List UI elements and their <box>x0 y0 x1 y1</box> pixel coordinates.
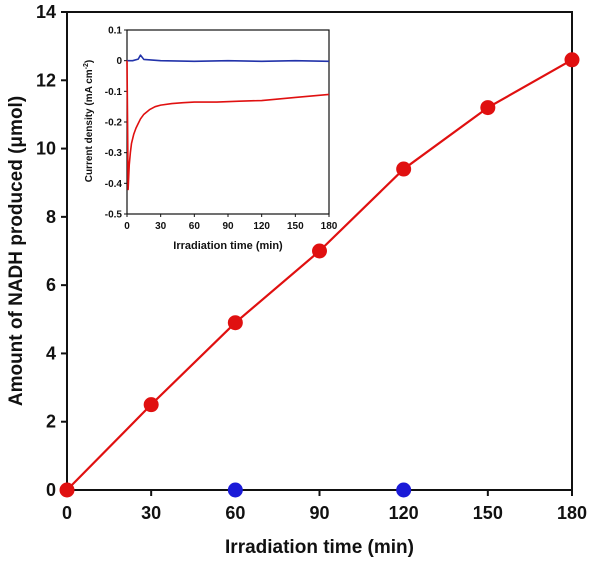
series-0-point <box>59 482 75 498</box>
series-1-point <box>396 482 412 498</box>
main-y-axis-label: Amount of NADH produced (μmol) <box>6 96 27 406</box>
main-x-axis-label: Irradiation time (min) <box>225 537 414 558</box>
x-tick-label: 60 <box>189 221 201 232</box>
main-x-ticks: 0 30 60 90 120 150 180 <box>62 490 587 523</box>
inset-y-label-exponent: -2 <box>83 63 90 69</box>
series-0-point <box>480 100 496 116</box>
inset-background <box>127 30 329 214</box>
inset-y-label-close: ) <box>84 60 95 63</box>
y-tick-label: -0.3 <box>105 148 123 159</box>
series-0-point <box>312 243 327 259</box>
series-0-line <box>127 54 330 63</box>
x-tick-label: 0 <box>62 503 72 523</box>
y-tick-label: 4 <box>46 343 56 363</box>
x-tick-label: 90 <box>222 221 234 232</box>
y-tick-label: 12 <box>36 70 56 90</box>
inset-series <box>126 54 330 191</box>
y-tick-label: -0.2 <box>105 118 123 129</box>
series-1-line <box>126 60 330 191</box>
y-tick-label: 10 <box>36 139 56 159</box>
y-tick-label: 0.1 <box>108 26 122 37</box>
x-tick-label: 0 <box>124 221 130 232</box>
x-tick-label: 90 <box>309 503 329 523</box>
inset-x-axis-label: Irradiation time (min) <box>173 240 283 252</box>
x-tick-label: 180 <box>321 221 338 232</box>
main-y-ticks: 0 2 4 6 8 10 12 14 <box>36 2 67 500</box>
x-tick-label: 150 <box>287 221 304 232</box>
series-0-point <box>227 315 243 331</box>
y-tick-label: 14 <box>36 2 56 22</box>
series-0-point <box>396 161 412 177</box>
y-tick-label: 0 <box>116 56 122 67</box>
inset-y-label-main: Current density (mA cm <box>84 69 95 182</box>
x-tick-label: 180 <box>557 503 587 523</box>
x-tick-label: 120 <box>253 221 270 232</box>
y-tick-label: -0.4 <box>105 179 123 190</box>
inset-y-ticks: 0.1 0 -0.1 -0.2 -0.3 -0.4 -0.5 <box>105 26 127 221</box>
y-tick-label: -0.5 <box>105 210 123 221</box>
x-tick-label: 150 <box>473 503 503 523</box>
x-tick-label: 30 <box>155 221 167 232</box>
y-tick-label: 8 <box>46 207 56 227</box>
inset-y-axis-label: Current density (mA cm-2) <box>83 60 95 183</box>
x-tick-label: 60 <box>225 503 245 523</box>
y-tick-label: 0 <box>46 480 56 500</box>
y-tick-label: 6 <box>46 275 56 295</box>
x-tick-label: 120 <box>389 503 419 523</box>
x-tick-label: 30 <box>141 503 161 523</box>
main-series <box>59 52 580 498</box>
inset-x-ticks: 0 30 60 90 120 150 180 <box>124 214 338 232</box>
series-0-point <box>564 52 580 68</box>
y-tick-label: 2 <box>46 412 56 432</box>
y-tick-label: -0.1 <box>105 87 123 98</box>
series-1-point <box>227 482 243 498</box>
series-0-point <box>143 397 159 413</box>
